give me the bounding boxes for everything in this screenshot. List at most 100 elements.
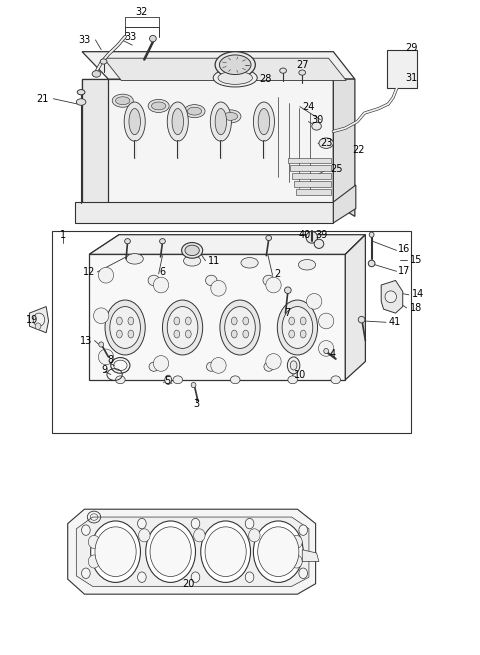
Ellipse shape <box>191 572 200 582</box>
Polygon shape <box>68 509 316 594</box>
Ellipse shape <box>206 362 216 371</box>
Ellipse shape <box>213 69 257 87</box>
Ellipse shape <box>82 568 90 578</box>
Text: 4: 4 <box>330 348 336 359</box>
Ellipse shape <box>300 317 306 325</box>
Ellipse shape <box>191 383 196 388</box>
Ellipse shape <box>266 277 281 293</box>
Ellipse shape <box>319 341 334 356</box>
Ellipse shape <box>116 97 130 105</box>
Ellipse shape <box>249 529 260 542</box>
Polygon shape <box>288 158 331 164</box>
Ellipse shape <box>128 317 134 325</box>
Ellipse shape <box>263 275 275 286</box>
Ellipse shape <box>215 52 255 78</box>
Ellipse shape <box>117 317 122 325</box>
Ellipse shape <box>33 313 45 326</box>
Ellipse shape <box>219 55 251 75</box>
Ellipse shape <box>319 138 333 149</box>
Ellipse shape <box>285 287 291 293</box>
Text: 21: 21 <box>36 94 48 103</box>
Ellipse shape <box>289 317 295 325</box>
Ellipse shape <box>82 525 90 535</box>
Ellipse shape <box>173 376 182 384</box>
Text: 15: 15 <box>410 255 422 265</box>
Text: 30: 30 <box>311 115 323 124</box>
Text: 18: 18 <box>410 303 422 313</box>
Ellipse shape <box>369 232 374 237</box>
Text: 20: 20 <box>182 579 194 589</box>
Polygon shape <box>89 254 345 380</box>
Ellipse shape <box>91 521 141 582</box>
Ellipse shape <box>215 109 227 135</box>
Ellipse shape <box>167 307 198 348</box>
Ellipse shape <box>241 257 258 268</box>
Ellipse shape <box>243 317 249 325</box>
Ellipse shape <box>324 348 328 354</box>
Ellipse shape <box>211 358 226 373</box>
Ellipse shape <box>185 245 199 255</box>
Polygon shape <box>82 79 333 203</box>
Ellipse shape <box>358 316 365 323</box>
Text: 24: 24 <box>302 102 314 111</box>
Ellipse shape <box>129 109 141 135</box>
Ellipse shape <box>312 122 322 130</box>
Ellipse shape <box>291 555 302 568</box>
Ellipse shape <box>230 376 240 384</box>
Ellipse shape <box>185 317 191 325</box>
Text: 5: 5 <box>164 376 170 386</box>
Ellipse shape <box>193 529 205 542</box>
Ellipse shape <box>159 238 165 244</box>
Ellipse shape <box>99 342 104 347</box>
Text: 23: 23 <box>321 138 333 148</box>
Text: 25: 25 <box>330 164 342 174</box>
Ellipse shape <box>167 102 188 141</box>
Ellipse shape <box>100 59 107 64</box>
Bar <box>52 231 411 434</box>
Polygon shape <box>82 52 355 79</box>
Text: 27: 27 <box>297 60 309 69</box>
Ellipse shape <box>245 572 254 582</box>
Ellipse shape <box>94 308 109 324</box>
Ellipse shape <box>220 300 260 355</box>
Ellipse shape <box>253 102 275 141</box>
Text: 29: 29 <box>405 43 418 53</box>
Ellipse shape <box>300 330 306 338</box>
Ellipse shape <box>150 35 156 42</box>
Ellipse shape <box>185 330 191 338</box>
Polygon shape <box>292 174 331 179</box>
Text: 10: 10 <box>294 369 306 379</box>
Ellipse shape <box>98 349 114 365</box>
Ellipse shape <box>117 330 122 338</box>
Ellipse shape <box>146 521 195 582</box>
Ellipse shape <box>385 291 396 303</box>
Ellipse shape <box>266 354 281 369</box>
Text: 13: 13 <box>80 335 93 346</box>
Ellipse shape <box>148 275 159 286</box>
Ellipse shape <box>299 70 306 75</box>
Ellipse shape <box>88 535 100 548</box>
Ellipse shape <box>35 323 41 329</box>
Ellipse shape <box>174 330 180 338</box>
Text: 22: 22 <box>352 145 365 155</box>
Ellipse shape <box>148 100 169 113</box>
Text: 28: 28 <box>259 74 272 84</box>
Text: 7: 7 <box>284 308 290 318</box>
Text: 9: 9 <box>101 365 108 375</box>
Ellipse shape <box>211 280 226 296</box>
Ellipse shape <box>289 330 295 338</box>
Text: 11: 11 <box>207 256 220 266</box>
Polygon shape <box>76 517 309 586</box>
Ellipse shape <box>231 317 237 325</box>
Text: 16: 16 <box>398 244 410 254</box>
Bar <box>387 50 417 88</box>
Ellipse shape <box>299 525 308 535</box>
Text: 3: 3 <box>193 399 199 409</box>
Ellipse shape <box>231 330 237 338</box>
Polygon shape <box>294 181 331 187</box>
Text: 19: 19 <box>25 314 38 325</box>
Polygon shape <box>89 234 365 254</box>
Ellipse shape <box>299 259 316 270</box>
Ellipse shape <box>314 239 324 248</box>
Text: 8: 8 <box>107 355 113 365</box>
